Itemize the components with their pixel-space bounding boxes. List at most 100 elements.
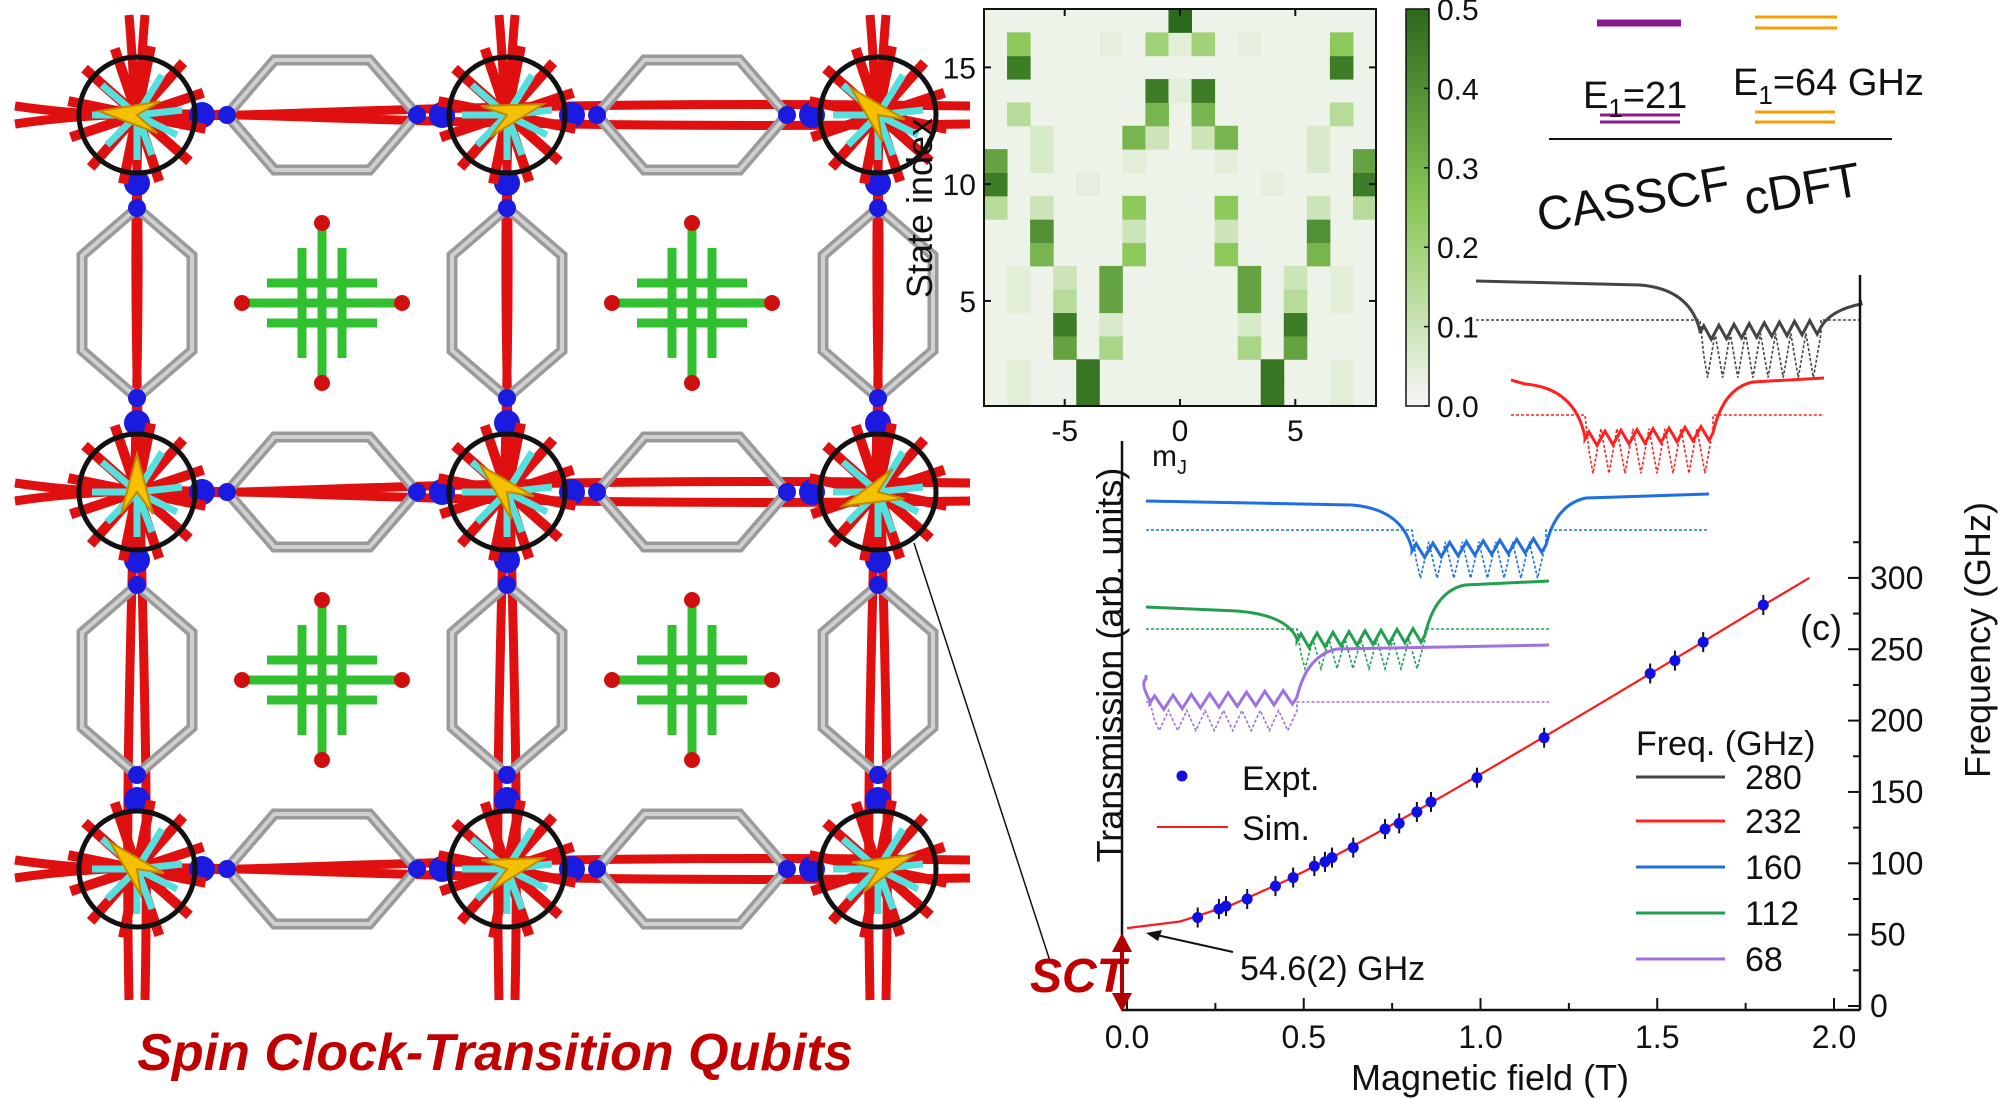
- heatmap-cell: [1145, 32, 1169, 57]
- oxygen-atom: [314, 375, 330, 391]
- annotation-text: 54.6(2) GHz: [1240, 950, 1425, 988]
- colorbar-tick-label: 0.4: [1437, 73, 1479, 106]
- metal-coordination-bond: [876, 111, 920, 139]
- colorbar-segment: [1406, 16, 1429, 26]
- freq-legend: 280 232 160 112 68: [1636, 759, 1802, 979]
- metal-coordination-bond: [505, 488, 549, 516]
- heatmap-cell: [1145, 102, 1169, 127]
- qubit-circle: [446, 431, 568, 553]
- metal-coordination-bond: [845, 866, 881, 902]
- y-tick-label: 250: [1870, 631, 1923, 667]
- heatmap-cell: [1099, 32, 1123, 57]
- y-tick-label: 50: [1870, 917, 1906, 953]
- heatmap-xtick-label: 5: [1287, 415, 1304, 448]
- annotation-arrow: [1151, 933, 1234, 953]
- pyrazine-ring: [589, 54, 795, 176]
- casscf-e1-label: E1=21: [1583, 75, 1687, 123]
- nitrogen-atom: [408, 106, 426, 124]
- nitrogen-atom: [869, 199, 887, 217]
- pyrazine-ring: [817, 577, 939, 783]
- simulated-trace-232: [1511, 414, 1824, 474]
- annotation-arrowhead-icon: [1146, 930, 1162, 941]
- spin-arrow-icon: [107, 839, 165, 897]
- heatmap-cell: [1007, 32, 1031, 57]
- heatmap-cell: [1145, 79, 1169, 103]
- heatmap-cell: [1329, 102, 1354, 127]
- y-tick-label: 100: [1870, 845, 1923, 881]
- heatmap-cell: [1099, 289, 1123, 314]
- nitrogen-atom: [494, 547, 520, 573]
- nitrogen-atom: [494, 410, 520, 436]
- sct-double-arrow-icon: [1112, 933, 1132, 1012]
- nitrogen-atom: [494, 170, 520, 196]
- colorbar-segment: [1406, 215, 1429, 224]
- colorbar-segment: [1406, 32, 1429, 42]
- nitrogen-atom: [498, 389, 516, 407]
- colorbar-tick-label: 0.2: [1437, 232, 1479, 265]
- nitrogen-atom: [494, 787, 520, 813]
- panel-label: (c): [1800, 607, 1842, 648]
- legend-expt-marker: [1176, 770, 1188, 782]
- colorbar-segment: [1406, 366, 1429, 375]
- heatmap-cell: [1237, 335, 1262, 360]
- heatmap-cell: [1053, 289, 1077, 314]
- heatmap-cell: [1237, 32, 1262, 57]
- nitrogen-atom: [865, 547, 891, 573]
- heatmap-cell: [1283, 265, 1308, 290]
- heatmap-cell: [1306, 149, 1331, 173]
- heatmap-xlabel: mJ: [1152, 440, 1187, 479]
- heatmap-chart: -5 0 5 5 10 15: [943, 9, 1377, 448]
- colorbar-segment: [1406, 112, 1429, 121]
- heatmap-xlabel-m: m: [1152, 440, 1177, 473]
- expt-point: [1287, 872, 1299, 884]
- colorbar-segment: [1406, 326, 1429, 336]
- casscf-e1-sub: 1: [1608, 93, 1622, 123]
- expt-point: [1669, 655, 1681, 667]
- metal-coordination-bond: [503, 490, 526, 534]
- oxygen-atom: [684, 592, 700, 608]
- heatmap-cell: [1145, 125, 1169, 150]
- colorbar-frame: [1405, 8, 1430, 407]
- nitrogen-atom: [865, 787, 891, 813]
- metal-coordination-bond: [133, 867, 156, 911]
- heatmap-cell: [1099, 312, 1123, 337]
- transmission-axis-label: Transmission (arb. units): [1089, 468, 1130, 863]
- nitrogen-atom: [218, 483, 236, 501]
- colorbar-segment: [1406, 24, 1429, 34]
- casscf-label: CASSCF: [1533, 157, 1734, 243]
- y-tick-label: 150: [1870, 774, 1923, 810]
- expt-point: [1326, 852, 1338, 864]
- heatmap-xtick-label: -5: [1051, 415, 1078, 448]
- colorbar-segment: [1406, 223, 1429, 232]
- colorbar-segment: [1406, 128, 1429, 137]
- nitrogen-atom: [778, 106, 796, 124]
- expt-point: [1192, 912, 1204, 924]
- transmission-trace-68: [1142, 643, 1550, 713]
- nitrogen-atom: [408, 483, 426, 501]
- expt-point: [1220, 900, 1232, 912]
- heatmap-xtick-label: 0: [1172, 415, 1189, 448]
- transmission-trace-280: [1475, 279, 1863, 343]
- heatmap-cell: [1168, 32, 1193, 57]
- metal-coordination-bond: [877, 483, 924, 496]
- pyrazine-ring: [76, 577, 198, 783]
- x-tick-label: 1.5: [1635, 1019, 1679, 1055]
- qubit-circle: [817, 431, 939, 553]
- colorbar-segment: [1406, 358, 1429, 367]
- metal-coordination-bond: [133, 490, 156, 534]
- x-tick-label: 2.0: [1812, 1019, 1856, 1055]
- expt-point: [1241, 893, 1253, 905]
- legend-expt-label: Expt.: [1242, 760, 1319, 798]
- heatmap-cell: [1007, 359, 1031, 384]
- heatmap-cell: [984, 149, 1008, 173]
- heatmap-cell: [1053, 265, 1077, 290]
- colorbar-segment: [1406, 183, 1429, 193]
- heatmap-cell: [1283, 289, 1308, 314]
- transmission-trace-112: [1145, 579, 1550, 651]
- colorbar-segment: [1406, 382, 1429, 391]
- spin-arrow-icon: [848, 85, 906, 143]
- transmission-trace-160: [1145, 492, 1710, 561]
- nitrogen-atom: [124, 170, 150, 196]
